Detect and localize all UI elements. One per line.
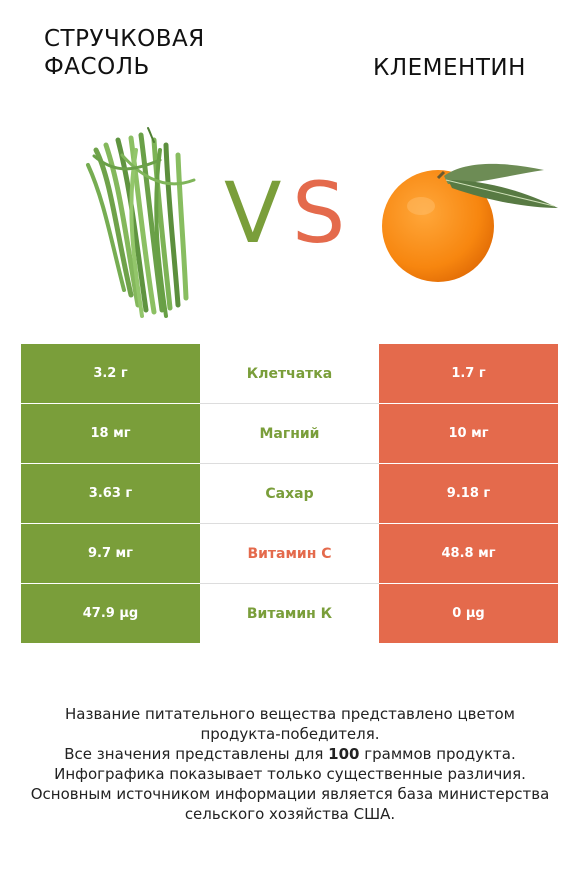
footer-line: Основным источником информации является …	[30, 785, 550, 803]
left-title-line1: СТРУЧКОВАЯ	[44, 26, 205, 52]
clementine-image	[382, 163, 558, 282]
right-value: 9.18 г	[379, 464, 558, 523]
nutrient-label: Сахар	[200, 464, 379, 523]
row-divider	[200, 463, 379, 464]
row-divider	[200, 523, 379, 524]
footer-line: Инфографика показывает только существенн…	[54, 765, 526, 783]
nutrient-label: Витамин К	[200, 584, 379, 643]
comparison-table: 3.2 г Клетчатка 1.7 г 18 мг Магний 10 мг…	[21, 344, 558, 644]
table-row: 3.63 г Сахар 9.18 г	[21, 464, 558, 524]
footer-note: Название питательного вещества представл…	[20, 704, 560, 824]
table-row: 3.2 г Клетчатка 1.7 г	[21, 344, 558, 404]
nutrient-label: Витамин C	[200, 524, 379, 583]
row-divider	[200, 583, 379, 584]
row-divider	[200, 403, 379, 404]
left-value: 3.2 г	[21, 344, 200, 403]
vs-letter-v: V	[224, 164, 282, 262]
nutrient-label: Магний	[200, 404, 379, 463]
footer-line: сельского хозяйства США.	[184, 805, 396, 823]
left-title-line2: ФАСОЛЬ	[44, 54, 150, 80]
footer-line: Все значения представлены для 100 граммо…	[20, 744, 560, 764]
left-value: 3.63 г	[21, 464, 200, 523]
table-row: 18 мг Магний 10 мг	[21, 404, 558, 464]
right-value: 10 мг	[379, 404, 558, 463]
table-row: 47.9 µg Витамин К 0 µg	[21, 584, 558, 643]
left-value: 9.7 мг	[21, 524, 200, 583]
right-value: 48.8 мг	[379, 524, 558, 583]
left-food-title: СТРУЧКОВАЯ ФАСОЛЬ	[44, 25, 244, 81]
table-row: 9.7 мг Витамин C 48.8 мг	[21, 524, 558, 584]
nutrient-label: Клетчатка	[200, 344, 379, 403]
left-value: 18 мг	[21, 404, 200, 463]
vs-letter-s: S	[292, 164, 346, 262]
footer-text: граммов продукта.	[359, 745, 516, 763]
right-food-title: КЛЕМЕНТИН	[373, 55, 526, 81]
footer-text: Все значения представлены для	[64, 745, 329, 763]
green-beans-image	[86, 127, 196, 318]
right-value: 0 µg	[379, 584, 558, 643]
left-value: 47.9 µg	[21, 584, 200, 643]
right-value: 1.7 г	[379, 344, 558, 403]
footer-line: Название питательного вещества представл…	[65, 705, 515, 723]
footer-bold-amount: 100	[328, 745, 360, 763]
footer-line: продукта-победителя.	[200, 725, 380, 743]
